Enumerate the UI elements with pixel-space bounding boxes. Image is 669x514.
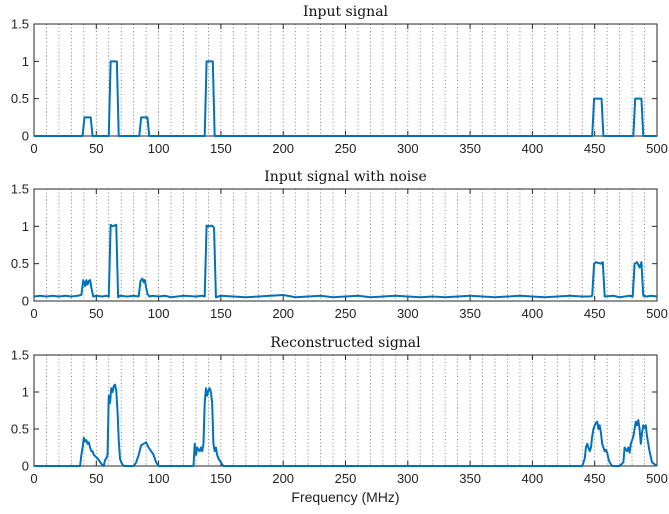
x-tick-label: 500 [646,141,668,156]
panel-3: 0 50 100 150 200 250 300 350 400 450 500 0 0.5 1 1.5 Re… [11,335,668,505]
series-line [33,223,658,299]
y-tick-label: 0.5 [11,91,29,106]
panel-title: Input signal [303,4,389,20]
panel-title: Input signal with noise [264,169,426,185]
x-tick-label: 100 [148,471,170,486]
x-tick-label: 300 [397,306,419,321]
x-tick-label: 0 [30,141,37,156]
x-tick-label: 500 [646,306,668,321]
x-tick-label: 300 [397,471,419,486]
panel-1: 0 50 100 150 200 250 300 350 400 450 500 0 0.5 1 1.5 In… [11,4,668,156]
y-tick-label: 1.5 [11,348,29,363]
y-tick-label: 1 [22,54,29,69]
x-tick-label: 250 [335,306,357,321]
panel-2: 0 50 100 150 200 250 300 350 400 450 500 0 0.5 1 1.5 In… [11,169,668,321]
x-tick-label: 200 [272,471,294,486]
x-tick-label: 350 [459,141,481,156]
grid-lines [46,189,645,301]
x-tick-label: 400 [522,141,544,156]
y-tick-label: 1 [22,219,29,234]
x-tick-label: 0 [30,471,37,486]
x-tick-label: 250 [335,141,357,156]
x-tick-label: 100 [148,306,170,321]
x-tick-label: 50 [89,471,103,486]
x-tick-label: 500 [646,471,668,486]
x-axis-label: Frequency (MHz) [291,489,399,505]
x-tick-label: 150 [210,306,232,321]
x-tick-label: 150 [210,471,232,486]
y-tick-label: 1.5 [11,17,29,32]
x-tick-label: 200 [272,306,294,321]
x-tick-label: 50 [89,306,103,321]
x-tick-label: 50 [89,141,103,156]
x-tick-label: 450 [584,306,606,321]
axes-box [33,354,658,467]
series-line [34,383,658,467]
x-tick-label: 350 [459,306,481,321]
y-tick-label: 1 [22,385,29,400]
grid-lines [46,24,645,136]
series-line [34,60,657,137]
x-tick-label: 250 [335,471,357,486]
panel-title: Reconstructed signal [270,335,421,351]
x-tick-label: 400 [522,306,544,321]
y-tick-label: 0.5 [11,422,29,437]
y-tick-label: 0 [22,294,29,309]
x-tick-label: 150 [210,141,232,156]
grid-lines [46,355,645,466]
x-tick-label: 0 [30,306,37,321]
x-tick-label: 350 [459,471,481,486]
y-tick-label: 1.5 [11,182,29,197]
x-tick-label: 300 [397,141,419,156]
y-tick-label: 0 [22,459,29,474]
x-tick-label: 100 [148,141,170,156]
y-tick-label: 0.5 [11,256,29,271]
x-tick-label: 400 [522,471,544,486]
x-tick-label: 450 [584,471,606,486]
y-tick-label: 0 [22,129,29,144]
x-tick-label: 450 [584,141,606,156]
x-tick-label: 200 [272,141,294,156]
